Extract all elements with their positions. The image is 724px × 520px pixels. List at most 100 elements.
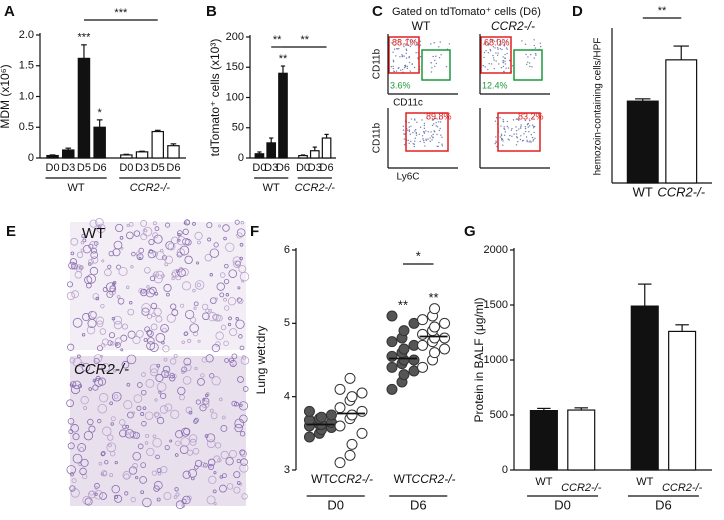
data-point xyxy=(429,347,441,359)
event-dot xyxy=(438,118,441,120)
event-dot xyxy=(414,137,417,139)
tissue-texture xyxy=(110,422,114,426)
gate-percent: 3.6% xyxy=(390,80,411,90)
y-tick-label: 1.5 xyxy=(19,60,34,72)
tissue-texture xyxy=(84,275,93,285)
tissue-texture xyxy=(186,495,192,501)
event-dot xyxy=(492,46,495,48)
tissue-texture xyxy=(104,460,109,465)
event-dot xyxy=(501,138,504,140)
event-dot xyxy=(413,118,416,120)
event-dot xyxy=(403,66,406,69)
tissue-texture xyxy=(137,443,144,450)
event-dot xyxy=(405,43,407,45)
event-dot xyxy=(504,57,507,60)
event-dot xyxy=(499,44,501,47)
tissue-texture xyxy=(114,342,121,348)
event-dot xyxy=(491,39,493,42)
tissue-texture xyxy=(160,323,169,333)
tissue-texture xyxy=(111,316,116,321)
tissue-texture xyxy=(209,248,220,258)
tissue-texture xyxy=(160,465,168,474)
tissue-texture xyxy=(140,490,145,495)
event-dot xyxy=(414,140,416,142)
event-dot xyxy=(489,48,491,51)
tissue-texture xyxy=(206,495,216,505)
tissue-texture xyxy=(166,313,176,323)
group-label: WT xyxy=(68,182,85,194)
event-dot xyxy=(416,42,419,44)
event-dot xyxy=(411,63,413,65)
tissue-texture xyxy=(117,297,125,305)
event-dot xyxy=(528,125,531,127)
significance: ** xyxy=(428,290,438,305)
data-point xyxy=(398,369,410,381)
event-dot xyxy=(415,132,417,135)
event-dot xyxy=(500,125,502,127)
tissue-texture xyxy=(189,438,197,446)
tissue-texture xyxy=(234,423,243,433)
gate-percent: 88.1% xyxy=(392,37,418,47)
tissue-texture xyxy=(82,313,91,322)
tissue-texture xyxy=(82,238,87,243)
tissue-texture xyxy=(161,369,170,378)
event-dot xyxy=(495,60,497,62)
event-dot xyxy=(515,144,518,146)
event-dot xyxy=(511,127,513,130)
event-dot xyxy=(427,131,429,133)
tissue-texture xyxy=(160,392,167,400)
event-dot xyxy=(423,141,425,144)
event-dot xyxy=(405,52,407,55)
tissue-texture xyxy=(100,303,105,309)
event-dot xyxy=(500,134,503,137)
tissue-texture xyxy=(90,247,97,254)
tissue-texture xyxy=(193,301,199,307)
tissue-texture xyxy=(218,224,222,228)
tissue-texture xyxy=(208,475,217,485)
bar xyxy=(266,142,277,159)
x-tick-label: CCR2-/- xyxy=(412,472,456,486)
tissue-texture xyxy=(119,236,124,240)
event-dot xyxy=(392,67,395,70)
data-point xyxy=(417,314,429,326)
event-dot xyxy=(496,47,499,49)
axis-label: CD11b xyxy=(372,48,383,79)
tissue-texture xyxy=(182,228,189,235)
tissue-texture xyxy=(102,426,112,436)
x-tick-label: D0 xyxy=(46,162,60,174)
event-dot xyxy=(419,140,421,143)
y-tick-label: 6 xyxy=(284,244,290,256)
tissue-texture xyxy=(133,230,141,237)
tissue-texture xyxy=(108,443,112,448)
tissue-texture xyxy=(166,292,170,297)
tissue-texture xyxy=(81,362,91,372)
event-dot xyxy=(399,56,401,58)
event-dot xyxy=(390,66,393,68)
data-point xyxy=(439,317,451,329)
data-point xyxy=(398,343,410,355)
event-dot xyxy=(493,59,495,61)
data-point xyxy=(386,336,398,348)
event-dot xyxy=(408,121,410,124)
tissue-texture xyxy=(180,268,189,277)
event-dot xyxy=(509,134,511,137)
tissue-texture xyxy=(164,255,174,265)
tissue-texture xyxy=(187,338,192,344)
event-dot xyxy=(398,38,400,41)
tissue-texture xyxy=(213,502,217,506)
tissue-texture xyxy=(216,282,225,291)
tissue-texture xyxy=(101,470,108,477)
tissue-texture xyxy=(223,236,227,241)
tissue-texture xyxy=(158,390,162,394)
gate-percent: 68.0% xyxy=(484,37,510,47)
event-dot xyxy=(533,44,536,47)
tissue-texture xyxy=(171,309,179,317)
data-point xyxy=(303,431,315,443)
event-dot xyxy=(502,144,504,146)
tissue-texture xyxy=(80,248,85,253)
event-dot xyxy=(432,136,434,138)
tissue-texture xyxy=(209,408,214,413)
tissue-texture xyxy=(89,240,98,250)
event-dot xyxy=(506,120,509,123)
tissue-texture xyxy=(130,496,136,503)
